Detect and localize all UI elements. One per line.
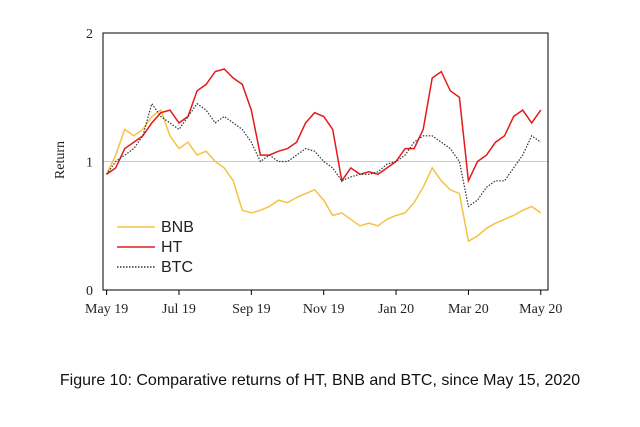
line-bnb [105,108,542,243]
x-tick-label: Nov 19 [303,302,345,317]
x-tick-label: May 20 [519,302,562,317]
x-tick-label: Jul 19 [162,302,196,317]
line-btc [106,102,542,208]
legend-label: BTC [161,259,193,276]
caption: Figure 10: Comparative returns of HT, BN… [59,372,581,389]
chart: Return 0 1 2 May 19 Jul 19 Sep 19 Nov 19 Jan 20… [53,27,562,317]
line-ht [106,68,542,184]
y-tick-label: 2 [86,27,93,42]
x-tick-label: Sep 19 [232,302,271,317]
plot-frame [102,32,549,291]
y-axis-label: Return [53,141,68,179]
x-tick-label: Jan 20 [378,302,414,317]
y-tick-label: 1 [86,156,93,171]
x-tick-label: May 19 [85,302,128,317]
legend-label: HT [161,239,183,256]
legend-label: BNB [161,219,194,236]
y-tick-label: 0 [86,284,93,299]
x-tick-label: Mar 20 [448,302,489,317]
